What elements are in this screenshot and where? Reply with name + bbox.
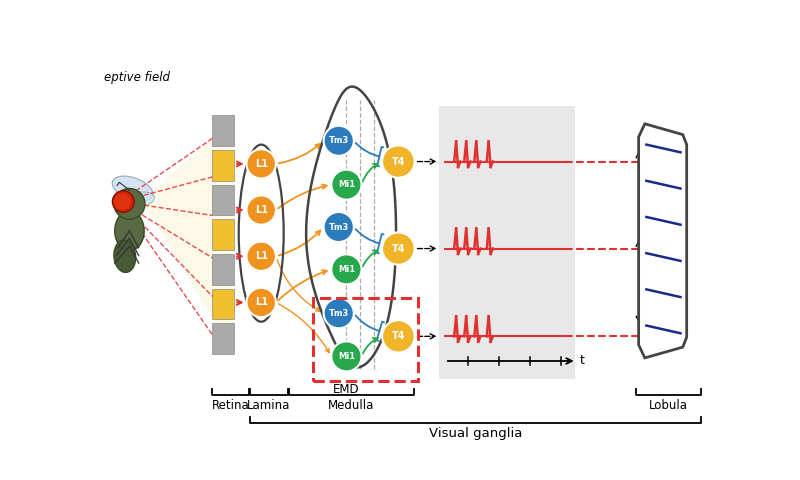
Text: T4: T4 bbox=[392, 243, 405, 253]
Circle shape bbox=[331, 254, 362, 284]
Bar bbox=[212, 115, 234, 146]
Bar bbox=[212, 150, 234, 181]
Ellipse shape bbox=[114, 211, 144, 251]
Text: Medulla: Medulla bbox=[328, 399, 374, 412]
Text: Lobula: Lobula bbox=[649, 399, 688, 412]
Text: Tm3: Tm3 bbox=[329, 223, 349, 231]
Bar bbox=[212, 254, 234, 285]
Polygon shape bbox=[638, 124, 686, 358]
Circle shape bbox=[112, 191, 134, 212]
Circle shape bbox=[382, 320, 414, 352]
Ellipse shape bbox=[120, 192, 154, 208]
Circle shape bbox=[331, 169, 362, 200]
Circle shape bbox=[246, 241, 276, 271]
Bar bbox=[313, 298, 418, 381]
Bar bbox=[212, 185, 234, 216]
Circle shape bbox=[114, 189, 145, 219]
Circle shape bbox=[331, 341, 362, 372]
Text: L1: L1 bbox=[254, 251, 268, 261]
Text: Mi1: Mi1 bbox=[338, 352, 355, 361]
Polygon shape bbox=[142, 119, 232, 350]
Circle shape bbox=[323, 298, 354, 328]
Text: Tm3: Tm3 bbox=[329, 309, 349, 318]
Text: eptive field: eptive field bbox=[104, 72, 170, 84]
Text: Mi1: Mi1 bbox=[338, 180, 355, 189]
Bar bbox=[212, 323, 234, 354]
Text: t: t bbox=[580, 354, 585, 368]
Ellipse shape bbox=[112, 176, 153, 201]
Text: T4: T4 bbox=[392, 156, 405, 167]
Text: L1: L1 bbox=[254, 159, 268, 169]
Bar bbox=[439, 106, 575, 380]
Circle shape bbox=[382, 145, 414, 178]
Circle shape bbox=[382, 232, 414, 265]
Text: Lamina: Lamina bbox=[247, 399, 290, 412]
Text: Retina: Retina bbox=[212, 399, 250, 412]
Circle shape bbox=[246, 288, 276, 317]
Bar bbox=[212, 219, 234, 250]
Text: T4: T4 bbox=[392, 331, 405, 341]
Text: Tm3: Tm3 bbox=[329, 136, 349, 145]
Text: L1: L1 bbox=[254, 298, 268, 308]
Circle shape bbox=[246, 195, 276, 225]
Text: EMD: EMD bbox=[333, 384, 359, 396]
Text: L1: L1 bbox=[254, 205, 268, 215]
Circle shape bbox=[114, 193, 131, 210]
Circle shape bbox=[246, 149, 276, 179]
Ellipse shape bbox=[114, 240, 136, 272]
Text: Visual ganglia: Visual ganglia bbox=[429, 427, 522, 440]
Bar bbox=[212, 288, 234, 319]
Text: Mi1: Mi1 bbox=[338, 265, 355, 274]
Circle shape bbox=[323, 126, 354, 156]
Circle shape bbox=[323, 212, 354, 242]
